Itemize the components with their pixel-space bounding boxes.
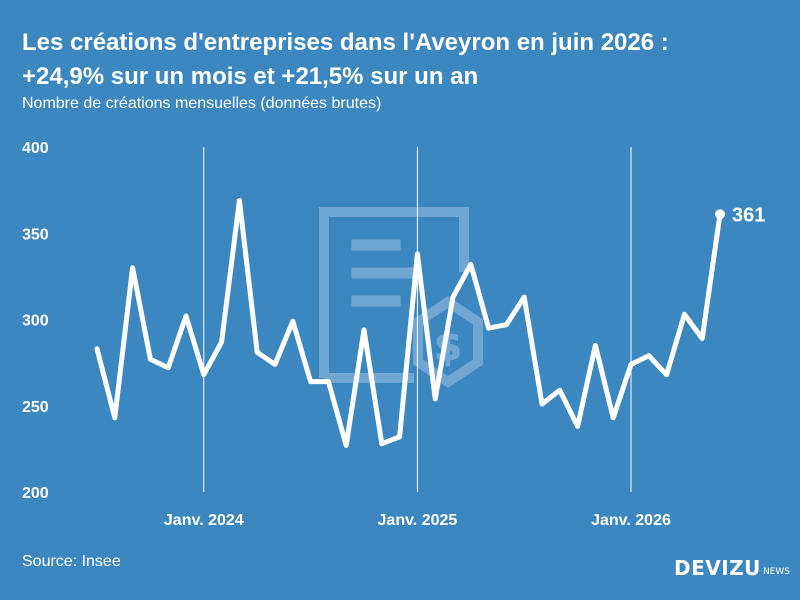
chart-title: Les créations d'entreprises dans l'Aveyr… [22, 26, 782, 94]
brand-sub: NEWS [762, 567, 790, 577]
x-tick-label: Janv. 2024 [164, 512, 244, 529]
x-tick-label: Janv. 2025 [378, 512, 458, 529]
title-line-1: Les créations d'entreprises dans l'Aveyr… [22, 29, 669, 56]
y-axis: 200 250 300 350 400 [22, 140, 49, 502]
document-euro-watermark-icon: $ [319, 207, 483, 389]
title-line-2: +24,9% sur un mois et +21,5% sur un an [22, 63, 479, 90]
x-tick-label: Janv. 2026 [591, 512, 671, 529]
source-note: Source: Insee [22, 553, 121, 570]
brand-main: DEVIZU [674, 556, 761, 580]
chart-subtitle: Nombre de créations mensuelles (données … [22, 95, 382, 112]
brand-logo: DEVIZU NEWS [674, 556, 790, 580]
y-tick-label: 250 [22, 399, 49, 416]
x-axis: Janv. 2024 Janv. 2025 Janv. 2026 [164, 512, 671, 529]
svg-text:$: $ [434, 324, 462, 370]
last-point [715, 209, 725, 220]
y-tick-label: 400 [22, 140, 49, 157]
last-value-label: 361 [732, 204, 765, 226]
series-line [94, 198, 723, 448]
y-tick-label: 300 [22, 313, 49, 330]
y-tick-label: 200 [22, 485, 49, 502]
y-tick-label: 350 [22, 226, 49, 243]
year-guides [203, 147, 632, 492]
